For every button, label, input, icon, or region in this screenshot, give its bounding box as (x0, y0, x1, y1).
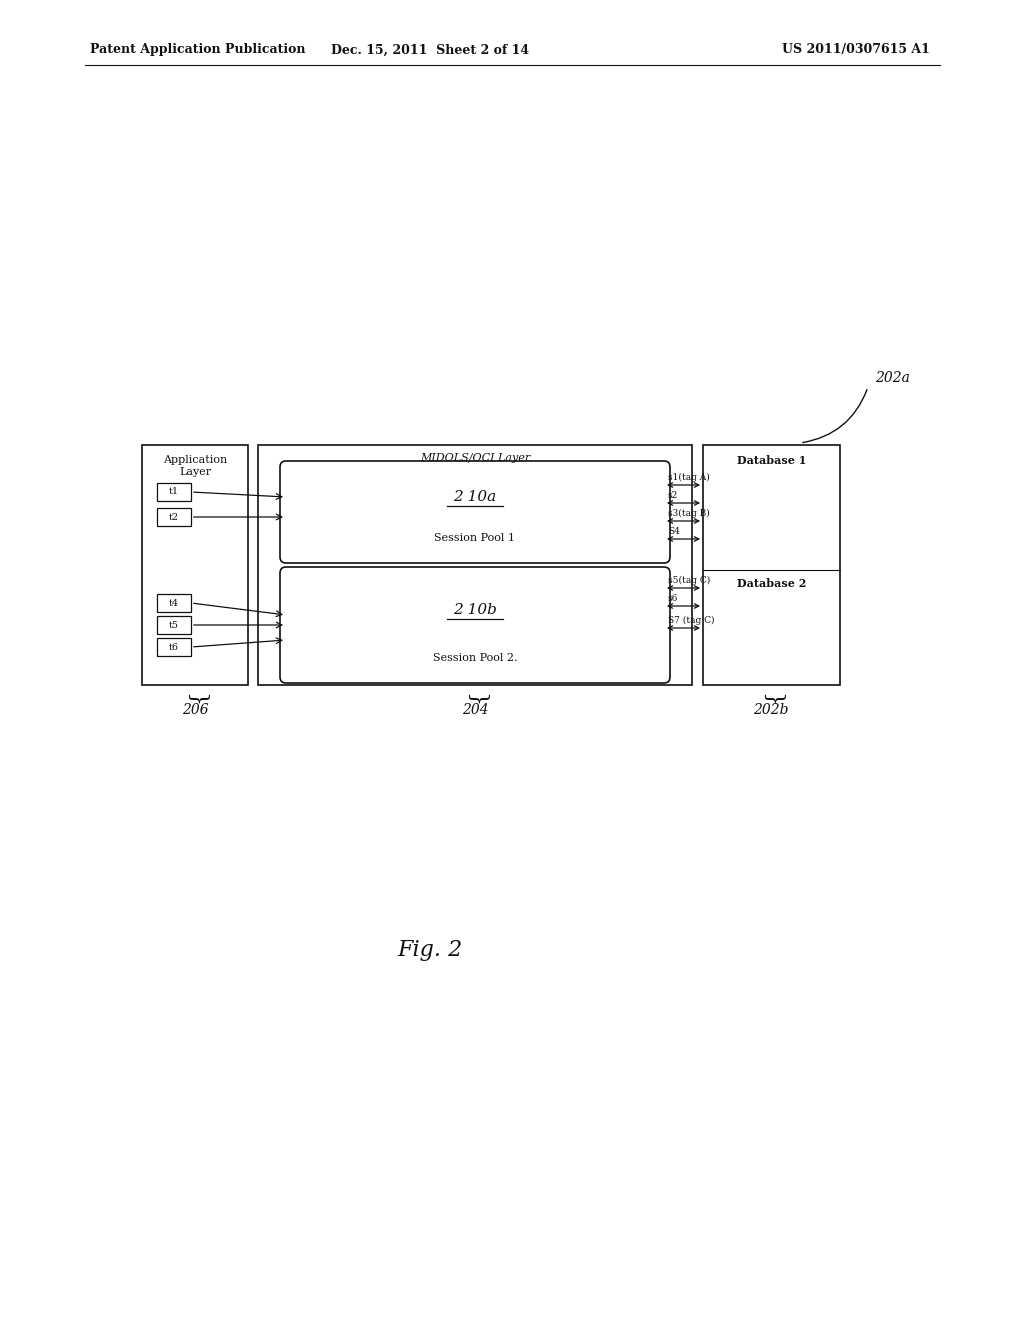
Bar (157, 483, 191, 502)
FancyArrowPatch shape (803, 389, 867, 442)
Bar (142, 445, 248, 685)
Bar (703, 445, 840, 685)
Text: Application
Layer: Application Layer (163, 455, 227, 477)
Text: t5: t5 (169, 620, 179, 630)
Text: Fig. 2: Fig. 2 (397, 939, 463, 961)
Text: t1: t1 (169, 487, 179, 496)
Text: s6: s6 (668, 594, 678, 603)
Text: 2 10b: 2 10b (453, 603, 497, 616)
Text: s2: s2 (668, 491, 678, 500)
Text: t2: t2 (169, 512, 179, 521)
Text: US 2011/0307615 A1: US 2011/0307615 A1 (782, 44, 930, 57)
Bar (157, 638, 191, 656)
Text: Database 1: Database 1 (737, 455, 806, 466)
FancyBboxPatch shape (280, 568, 670, 682)
Text: S4: S4 (668, 527, 680, 536)
Text: 206: 206 (181, 704, 208, 717)
Text: t6: t6 (169, 643, 179, 652)
Text: }: } (760, 693, 782, 708)
Text: 202a: 202a (874, 371, 910, 385)
FancyBboxPatch shape (280, 461, 670, 564)
Text: Database 2: Database 2 (737, 578, 806, 589)
Text: s1(tag A): s1(tag A) (668, 473, 710, 482)
Text: 204: 204 (462, 704, 488, 717)
Text: }: } (184, 693, 206, 708)
Text: s5(tag C): s5(tag C) (668, 576, 711, 585)
Text: Patent Application Publication: Patent Application Publication (90, 44, 305, 57)
Text: Session Pool 1: Session Pool 1 (434, 533, 515, 543)
Text: 2 10a: 2 10a (454, 490, 497, 504)
Text: Session Pool 2.: Session Pool 2. (433, 653, 517, 663)
Text: MIDOLS/OCI Layer: MIDOLS/OCI Layer (420, 453, 530, 463)
Bar (157, 508, 191, 525)
Text: 202b: 202b (754, 704, 788, 717)
Bar (157, 616, 191, 634)
Text: Dec. 15, 2011  Sheet 2 of 14: Dec. 15, 2011 Sheet 2 of 14 (331, 44, 529, 57)
Text: t4: t4 (169, 598, 179, 607)
Bar (258, 445, 692, 685)
Bar (157, 594, 191, 612)
Text: S7 (tag C): S7 (tag C) (668, 616, 715, 624)
Text: s3(tag B): s3(tag B) (668, 510, 710, 517)
Text: }: } (464, 693, 486, 708)
